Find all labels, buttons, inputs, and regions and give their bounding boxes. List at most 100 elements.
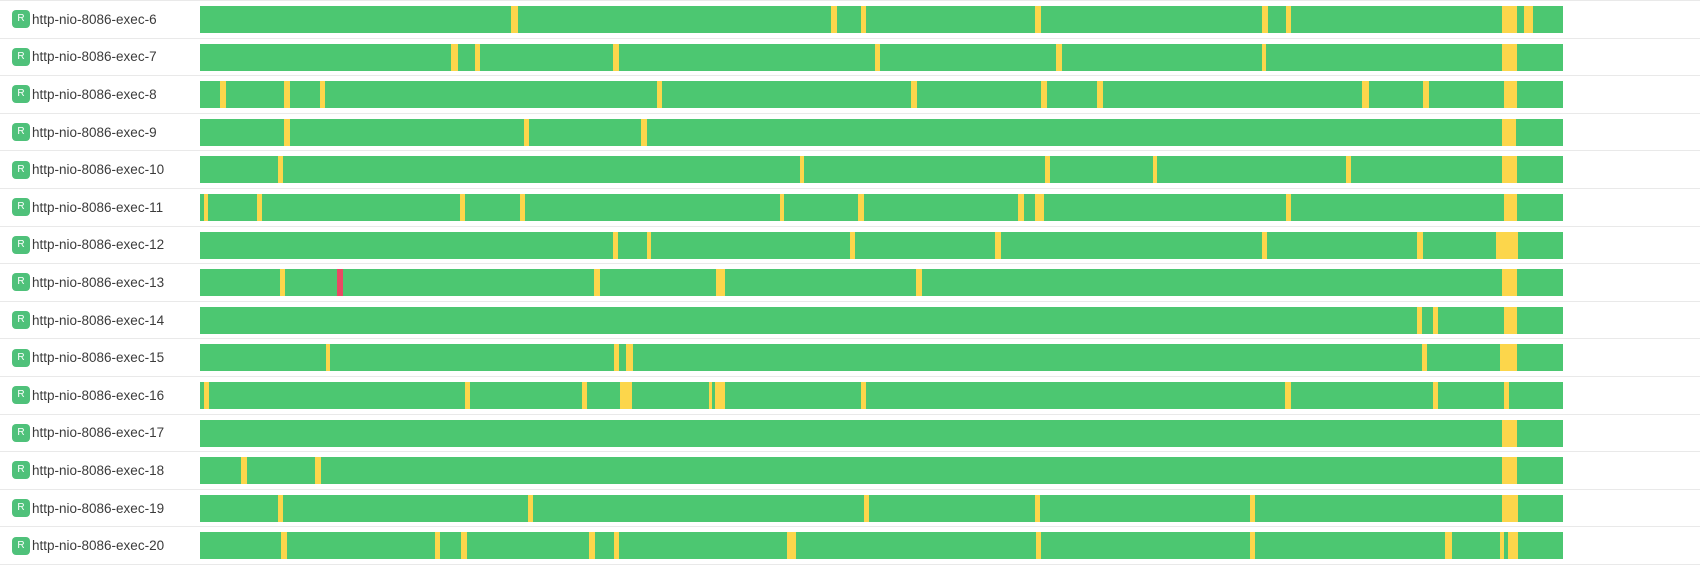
timeline-segment-waiting[interactable] [916, 269, 922, 297]
timeline-segment-waiting[interactable] [1502, 156, 1517, 184]
timeline-segment-waiting[interactable] [284, 81, 290, 109]
timeline-segment-waiting[interactable] [995, 231, 1001, 259]
timeline-segment-waiting[interactable] [1036, 532, 1041, 560]
thread-row[interactable]: R http-nio-8086-exec-16 [0, 375, 1700, 414]
thread-timeline-bar[interactable] [200, 193, 1563, 221]
timeline-segment-waiting[interactable] [1250, 532, 1255, 560]
timeline-segment-waiting[interactable] [1422, 344, 1427, 372]
timeline-segment-waiting[interactable] [780, 193, 784, 221]
thread-row[interactable]: R http-nio-8086-exec-6 [0, 0, 1700, 38]
thread-row[interactable]: R http-nio-8086-exec-20 [0, 526, 1700, 564]
timeline-segment-waiting[interactable] [1035, 193, 1044, 221]
timeline-segment-waiting[interactable] [614, 532, 619, 560]
timeline-segment-waiting[interactable] [787, 532, 796, 560]
timeline-segment-waiting[interactable] [861, 381, 866, 409]
timeline-segment-waiting[interactable] [1153, 156, 1157, 184]
thread-row[interactable]: R http-nio-8086-exec-10 [0, 150, 1700, 188]
timeline-segment-waiting[interactable] [831, 6, 837, 33]
timeline-segment-waiting[interactable] [1286, 193, 1291, 221]
timeline-segment-waiting[interactable] [203, 193, 208, 221]
timeline-segment-waiting[interactable] [716, 269, 725, 297]
timeline-segment-waiting[interactable] [1502, 419, 1517, 447]
timeline-segment-waiting[interactable] [1018, 193, 1024, 221]
timeline-segment-waiting[interactable] [1433, 306, 1438, 334]
thread-timeline-bar[interactable] [200, 457, 1563, 485]
timeline-segment-waiting[interactable] [1502, 118, 1516, 146]
timeline-segment-waiting[interactable] [613, 231, 618, 259]
timeline-segment-waiting[interactable] [241, 457, 247, 485]
timeline-segment-waiting[interactable] [280, 269, 285, 297]
timeline-segment-waiting[interactable] [620, 381, 632, 409]
timeline-segment-waiting[interactable] [1502, 43, 1517, 71]
timeline-segment-waiting[interactable] [1508, 532, 1518, 560]
timeline-segment-waiting[interactable] [1423, 81, 1429, 109]
thread-row[interactable]: R http-nio-8086-exec-8 [0, 75, 1700, 113]
timeline-segment-waiting[interactable] [1502, 494, 1518, 522]
timeline-segment-waiting[interactable] [1500, 532, 1504, 560]
thread-row[interactable]: R http-nio-8086-exec-19 [0, 488, 1700, 527]
timeline-segment-waiting[interactable] [1250, 494, 1255, 522]
timeline-segment-waiting[interactable] [1500, 344, 1517, 372]
timeline-segment-waiting[interactable] [460, 193, 465, 221]
thread-timeline-bar[interactable] [200, 6, 1563, 33]
timeline-segment-waiting[interactable] [528, 494, 533, 522]
timeline-segment-waiting[interactable] [1433, 381, 1438, 409]
timeline-segment-waiting[interactable] [1286, 6, 1291, 33]
thread-timeline-bar[interactable] [200, 306, 1563, 334]
thread-timeline-bar[interactable] [200, 532, 1563, 560]
thread-row[interactable]: R http-nio-8086-exec-15 [0, 338, 1700, 376]
timeline-segment-waiting[interactable] [435, 532, 440, 560]
thread-row[interactable]: R http-nio-8086-exec-9 [0, 112, 1700, 151]
timeline-segment-waiting[interactable] [850, 231, 855, 259]
timeline-segment-waiting[interactable] [709, 381, 712, 409]
timeline-segment-waiting[interactable] [614, 344, 619, 372]
thread-timeline-bar[interactable] [200, 118, 1563, 146]
thread-timeline-bar[interactable] [200, 81, 1563, 109]
thread-row[interactable]: R http-nio-8086-exec-14 [0, 300, 1700, 339]
timeline-segment-waiting[interactable] [1504, 193, 1517, 221]
timeline-segment-waiting[interactable] [520, 193, 525, 221]
timeline-segment-waiting[interactable] [1496, 231, 1518, 259]
thread-row[interactable]: R http-nio-8086-exec-12 [0, 225, 1700, 264]
timeline-segment-waiting[interactable] [626, 344, 633, 372]
thread-row[interactable]: R http-nio-8086-exec-11 [0, 187, 1700, 226]
timeline-segment-waiting[interactable] [1362, 81, 1369, 109]
timeline-segment-waiting[interactable] [1097, 81, 1103, 109]
timeline-segment-blocked[interactable] [337, 269, 343, 297]
timeline-segment-waiting[interactable] [613, 43, 619, 71]
thread-row[interactable]: R http-nio-8086-exec-13 [0, 263, 1700, 301]
timeline-segment-waiting[interactable] [1417, 306, 1422, 334]
timeline-segment-waiting[interactable] [320, 81, 325, 109]
timeline-segment-waiting[interactable] [715, 381, 725, 409]
timeline-segment-waiting[interactable] [1041, 81, 1047, 109]
timeline-segment-waiting[interactable] [1285, 381, 1291, 409]
timeline-segment-waiting[interactable] [582, 381, 587, 409]
thread-timeline-bar[interactable] [200, 156, 1563, 184]
timeline-segment-waiting[interactable] [1502, 6, 1517, 33]
timeline-segment-waiting[interactable] [1445, 532, 1452, 560]
thread-row[interactable]: R http-nio-8086-exec-17 [0, 413, 1700, 452]
timeline-segment-waiting[interactable] [326, 344, 330, 372]
timeline-segment-waiting[interactable] [281, 532, 287, 560]
timeline-segment-waiting[interactable] [594, 269, 600, 297]
timeline-segment-waiting[interactable] [511, 6, 518, 33]
thread-timeline-bar[interactable] [200, 43, 1563, 71]
timeline-segment-waiting[interactable] [1504, 381, 1509, 409]
timeline-segment-waiting[interactable] [1502, 269, 1517, 297]
timeline-segment-waiting[interactable] [1262, 231, 1267, 259]
timeline-segment-waiting[interactable] [1346, 156, 1351, 184]
timeline-segment-waiting[interactable] [315, 457, 321, 485]
timeline-segment-waiting[interactable] [1504, 81, 1517, 109]
timeline-segment-waiting[interactable] [278, 494, 283, 522]
thread-timeline-bar[interactable] [200, 231, 1563, 259]
timeline-segment-waiting[interactable] [284, 118, 290, 146]
thread-timeline-bar[interactable] [200, 344, 1563, 372]
timeline-segment-waiting[interactable] [911, 81, 917, 109]
timeline-segment-waiting[interactable] [589, 532, 595, 560]
timeline-segment-waiting[interactable] [657, 81, 662, 109]
timeline-segment-waiting[interactable] [203, 381, 209, 409]
timeline-segment-waiting[interactable] [641, 118, 647, 146]
timeline-segment-waiting[interactable] [861, 6, 866, 33]
thread-timeline-bar[interactable] [200, 269, 1563, 297]
timeline-segment-waiting[interactable] [464, 381, 470, 409]
